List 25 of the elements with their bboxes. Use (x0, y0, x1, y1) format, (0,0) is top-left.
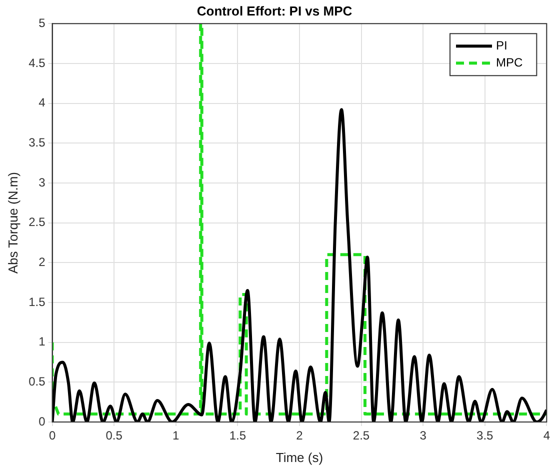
y-tick-label: 2 (38, 254, 46, 269)
x-axis-title: Time (s) (276, 450, 324, 465)
y-tick-label: 4 (38, 96, 46, 110)
legend-label: MPC (496, 55, 523, 70)
y-tick-label: 4.5 (28, 56, 46, 70)
y-tick-label: 3 (38, 175, 46, 190)
x-tick-label: 3 (420, 428, 427, 443)
y-axis-title: Abs Torque (N.m) (5, 172, 20, 274)
x-tick-label: 0 (48, 428, 56, 443)
x-tick-label: 3.5 (476, 428, 494, 443)
y-tick-label: 5 (38, 16, 46, 30)
y-tick-label: 0 (38, 414, 46, 428)
x-tick-label: 2 (296, 428, 304, 443)
x-tick-label: 1 (172, 428, 180, 443)
y-tick-label: 3.5 (28, 135, 46, 150)
y-tick-label: 2.5 (28, 215, 46, 230)
y-tick-label: 0.5 (28, 374, 46, 388)
x-tick-label: 1.5 (229, 428, 246, 443)
legend-label: PI (496, 38, 508, 52)
y-tick-label: 1 (38, 334, 46, 349)
y-tick-label: 1.5 (28, 294, 46, 309)
x-tick-label: 0.5 (106, 428, 123, 443)
x-tick-label: 2.5 (352, 428, 370, 443)
chart-title: Control Effort: PI vs MPC (196, 3, 353, 18)
x-tick-label: 4 (543, 428, 550, 443)
